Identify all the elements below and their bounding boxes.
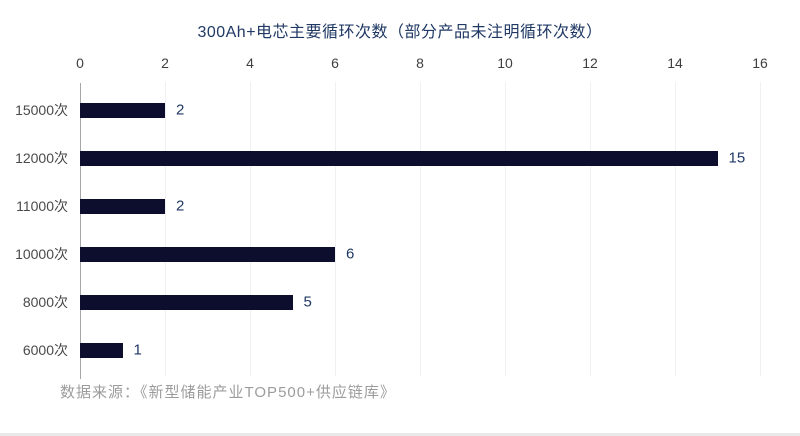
bar: [80, 342, 123, 358]
category-label: 10000次: [15, 246, 68, 262]
chart-title: 300Ah+电芯主要循环次数（部分产品未注明循环次数）: [197, 24, 603, 41]
bar-value-label: 15: [728, 149, 746, 167]
source-note: 数据来源：《新型储能产业TOP500+供应链库》: [60, 384, 396, 401]
x-tick-label: 2: [161, 55, 169, 71]
x-tick-label: 4: [246, 55, 254, 71]
gridline: [505, 82, 506, 376]
gridline: [420, 82, 421, 376]
category-label: 8000次: [22, 294, 68, 310]
gridline: [335, 82, 336, 376]
x-tick-label: 6: [331, 55, 339, 71]
bar-value-label: 5: [303, 293, 312, 311]
category-label: 12000次: [15, 150, 68, 166]
category-label: 11000次: [16, 198, 68, 214]
bar-value-label: 2: [176, 197, 185, 215]
gridline: [675, 82, 676, 376]
x-tick-label: 14: [667, 55, 683, 71]
y-axis-line: [80, 83, 81, 379]
bar: [80, 198, 165, 214]
plot-area: 2 15 2 6 5 1: [80, 82, 761, 376]
gridline: [760, 82, 761, 376]
x-tick-label: 8: [416, 55, 424, 71]
bar: [80, 294, 293, 310]
x-axis: 0 2 4 6 8 10 12 14 16: [0, 55, 800, 73]
x-tick-label: 12: [582, 55, 598, 71]
gridline: [590, 82, 591, 376]
category-label: 15000次: [15, 102, 68, 118]
x-tick-label: 16: [752, 55, 768, 71]
bar: [80, 102, 165, 118]
x-tick-label: 0: [76, 55, 84, 71]
x-tick-label: 10: [497, 55, 513, 71]
bar: [80, 246, 335, 262]
bar-value-label: 6: [346, 245, 355, 263]
category-label: 6000次: [22, 342, 68, 358]
bar-value-label: 1: [133, 341, 142, 359]
bar: [80, 150, 718, 166]
gridline: [165, 82, 166, 376]
y-axis-labels: 15000次 12000次 11000次 10000次 8000次 6000次: [0, 86, 72, 374]
gridline: [250, 82, 251, 376]
bottom-edge-strip: [0, 433, 800, 436]
bar-value-label: 2: [176, 101, 185, 119]
